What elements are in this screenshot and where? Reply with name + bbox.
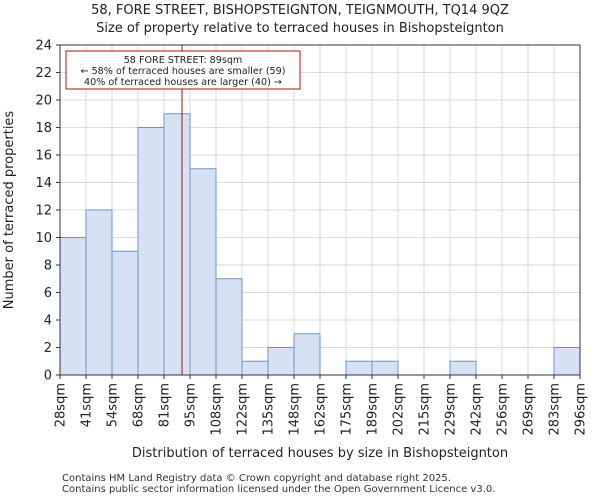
- bar-108sqm: [215, 278, 243, 376]
- bar-283sqm: [553, 347, 581, 376]
- x-tick-label: 135sqm: [262, 383, 277, 436]
- x-axis-label: Distribution of terraced houses by size …: [132, 446, 508, 461]
- y-tick-label: 8: [44, 259, 52, 274]
- bar-175sqm: [345, 360, 373, 376]
- annotation-larger: 40% of terraced houses are larger (40) →: [84, 77, 282, 88]
- y-tick-label: 22: [35, 66, 52, 81]
- x-tick-label: 242sqm: [470, 383, 485, 436]
- x-tick-label: 148sqm: [288, 383, 303, 436]
- x-tick-label: 215sqm: [418, 383, 433, 436]
- bar-135sqm: [267, 347, 295, 376]
- y-tick-label: 18: [35, 121, 52, 136]
- bar-148sqm: [293, 333, 321, 376]
- x-tick-label: 108sqm: [210, 383, 225, 436]
- bar-189sqm: [371, 360, 399, 376]
- y-tick-label: 6: [44, 286, 52, 301]
- chart-subtitle: Size of property relative to terraced ho…: [96, 21, 504, 36]
- x-tick-label: 122sqm: [236, 383, 251, 436]
- y-tick-label: 10: [35, 231, 52, 246]
- bar-95sqm: [189, 168, 217, 376]
- y-tick-label: 16: [35, 149, 52, 164]
- footer-line-1: Contains HM Land Registry data © Crown c…: [62, 473, 451, 484]
- bar-41sqm: [85, 209, 113, 376]
- y-tick-label: 24: [35, 39, 52, 54]
- bar-122sqm: [241, 360, 269, 376]
- x-tick-label: 202sqm: [392, 383, 407, 436]
- x-tick-label: 269sqm: [522, 383, 537, 436]
- x-tick-label: 256sqm: [496, 383, 511, 436]
- y-tick-label: 20: [35, 94, 52, 109]
- annotation-box: 58 FORE STREET: 89sqm ← 58% of terraced …: [65, 50, 301, 90]
- bar-68sqm: [137, 127, 165, 376]
- bar-81sqm: [163, 113, 191, 376]
- footer-line-2: Contains public sector information licen…: [62, 484, 496, 495]
- chart-title: 58, FORE STREET, BISHOPSTEIGNTON, TEIGNM…: [91, 3, 509, 18]
- bar-54sqm: [111, 250, 139, 376]
- y-axis-label: Number of terraced properties: [2, 111, 17, 310]
- annotation-title: 58 FORE STREET: 89sqm: [124, 55, 243, 66]
- x-tick-label: 95sqm: [184, 383, 199, 427]
- x-tick-label: 54sqm: [106, 383, 121, 427]
- annotation-smaller: ← 58% of terraced houses are smaller (59…: [80, 66, 285, 77]
- bars: [59, 113, 581, 376]
- x-tick-label: 283sqm: [548, 383, 563, 436]
- x-tick-label: 41sqm: [80, 383, 95, 427]
- y-tick-label: 14: [35, 176, 52, 191]
- x-tick-label: 81sqm: [158, 383, 173, 427]
- bar-28sqm: [59, 237, 87, 376]
- y-tick-label: 0: [44, 369, 52, 384]
- annotation-border: [65, 50, 301, 90]
- x-tick-label: 162sqm: [314, 383, 329, 436]
- x-tick-label: 175sqm: [340, 383, 355, 436]
- x-tick-label: 28sqm: [54, 383, 69, 427]
- y-tick-label: 4: [44, 314, 52, 329]
- x-tick-label: 189sqm: [366, 383, 381, 436]
- x-tick-label: 296sqm: [574, 383, 589, 436]
- x-axis-ticks: 28sqm 41sqm 54sqm 68sqm 81sqm 95sqm 108sqm 122s…: [54, 375, 589, 436]
- bar-229sqm: [449, 360, 477, 376]
- y-tick-label: 2: [44, 341, 52, 356]
- x-tick-label: 68sqm: [132, 383, 147, 427]
- plot-frame: [59, 44, 581, 376]
- y-tick-label: 12: [35, 204, 52, 219]
- x-tick-label: 229sqm: [444, 383, 459, 436]
